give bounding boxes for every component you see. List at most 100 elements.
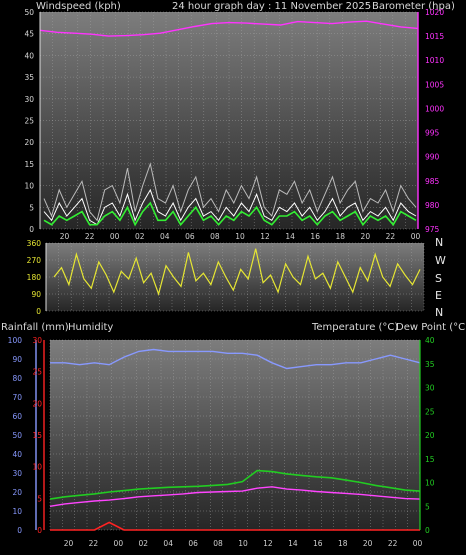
x-tick-label: 12	[260, 232, 270, 241]
x-tick-label: 20	[361, 232, 371, 241]
x-tick-label: 14	[285, 232, 295, 241]
x-tick-label: 10	[238, 539, 248, 548]
windspeed-tick-label: 5	[29, 203, 34, 212]
x-tick-label: 02	[138, 539, 148, 548]
wind-series	[39, 20, 419, 227]
temperature-tick-label: 40	[425, 336, 435, 345]
x-tick-label: 04	[163, 539, 173, 548]
windspeed-tick-label: 35	[24, 73, 34, 82]
x-tick-label: 20	[60, 232, 70, 241]
humidity-tick-label: 40	[12, 450, 22, 459]
temperature-tick-label: 0	[425, 526, 430, 535]
windspeed-tick-label: 40	[24, 51, 34, 60]
x-tick-label: 06	[185, 232, 195, 241]
windspeed-tick-label: 50	[24, 8, 34, 17]
temperature-line	[49, 469, 421, 500]
humidity-tick-label: 0	[17, 526, 22, 535]
direction-tick-label: 270	[27, 256, 42, 265]
x-tick-label: 22	[388, 539, 398, 548]
x-tick-label: 20	[363, 539, 373, 548]
barometer-tick-label: 975	[425, 225, 440, 234]
x-tick-label: 22	[386, 232, 396, 241]
humidity-tick-label: 70	[12, 393, 22, 402]
barometer-line	[39, 20, 419, 37]
compass-label: E	[435, 289, 442, 302]
humidity-tick-label: 30	[12, 469, 22, 478]
x-tick-label: 20	[64, 539, 74, 548]
graph-title: 24 hour graph day : 11 November 2025	[172, 1, 371, 12]
direction-tick-label: 360	[27, 239, 42, 248]
rainfall-tick-label: 0	[37, 526, 42, 535]
x-tick-label: 04	[160, 232, 170, 241]
x-tick-label: 00	[413, 539, 423, 548]
x-tick-label: 14	[288, 539, 298, 548]
direction-tick-label: 180	[27, 273, 42, 282]
windspeed-tick-label: 10	[24, 182, 34, 191]
dewpoint-line	[49, 486, 421, 507]
x-tick-label: 08	[210, 232, 220, 241]
barometer-tick-label: 1000	[425, 104, 444, 113]
barometer-tick-label: 985	[425, 177, 440, 186]
temperature-tick-label: 15	[425, 455, 435, 464]
rainfall-line	[50, 521, 420, 531]
temperature-tick-label: 25	[425, 407, 435, 416]
x-tick-label: 00	[110, 232, 120, 241]
wind-direction-line	[53, 248, 421, 297]
temperature-tick-label: 20	[425, 431, 435, 440]
temperature-tick-label: 5	[425, 502, 430, 511]
barometer-axis-title: Barometer (hpa)	[372, 1, 455, 12]
temperature-tick-label: 35	[425, 360, 435, 369]
x-tick-label: 12	[263, 539, 273, 548]
rainfall-tick-label: 10	[32, 463, 42, 472]
rainfall-tick-label: 5	[37, 494, 42, 503]
temp-plot-area	[50, 340, 420, 530]
humidity-tick-label: 60	[12, 412, 22, 421]
barometer-tick-label: 1015	[425, 32, 444, 41]
x-tick-label: 10	[235, 232, 245, 241]
humidity-tick-label: 10	[12, 507, 22, 516]
x-tick-label: 06	[188, 539, 198, 548]
compass-label: N	[435, 236, 443, 249]
rainfall-tick-label: 30	[32, 336, 42, 345]
rainfall-tick-label: 20	[32, 399, 42, 408]
temperature-tick-label: 30	[425, 384, 435, 393]
compass-label: N	[435, 306, 443, 319]
windspeed-tick-label: 0	[29, 225, 34, 234]
compass-label: S	[435, 272, 442, 285]
humidity-tick-label: 20	[12, 488, 22, 497]
windspeed-axis-title: Windspeed (kph)	[36, 1, 121, 12]
temperature-axis-title: Temperature (°C)	[311, 322, 398, 333]
humidity-tick-label: 50	[12, 431, 22, 440]
average-wind-line	[43, 201, 417, 227]
barometer-tick-label: 980	[425, 201, 440, 210]
x-tick-label: 00	[114, 539, 124, 548]
windspeed-tick-label: 25	[24, 117, 34, 126]
humidity-tick-label: 90	[12, 355, 22, 364]
dewpoint-axis-title: Dew Point (°C)	[396, 322, 466, 333]
rainfall-axis-title: Rainfall (mm)	[1, 322, 69, 333]
humidity-axis-title: Humidity	[68, 322, 113, 333]
windspeed-line	[43, 188, 417, 226]
x-tick-label: 22	[85, 232, 95, 241]
x-tick-label: 00	[411, 232, 421, 241]
humidity-line	[50, 348, 421, 370]
wind-axes: 0510152025303540455097598098599099510001…	[24, 8, 444, 241]
direction-series	[53, 248, 421, 297]
temp-series	[49, 348, 421, 531]
humidity-tick-label: 80	[12, 374, 22, 383]
barometer-tick-label: 1020	[425, 8, 444, 17]
barometer-tick-label: 1005	[425, 80, 444, 89]
x-tick-label: 22	[89, 539, 99, 548]
direction-tick-label: 0	[36, 307, 41, 316]
windspeed-tick-label: 15	[24, 160, 34, 169]
direction-tick-label: 90	[31, 290, 41, 299]
compass-label: W	[435, 254, 446, 267]
barometer-tick-label: 990	[425, 153, 440, 162]
windspeed-tick-label: 30	[24, 95, 34, 104]
x-tick-label: 18	[338, 539, 348, 548]
gust-line	[43, 162, 417, 222]
barometer-tick-label: 1010	[425, 56, 444, 65]
humidity-tick-label: 100	[8, 336, 23, 345]
